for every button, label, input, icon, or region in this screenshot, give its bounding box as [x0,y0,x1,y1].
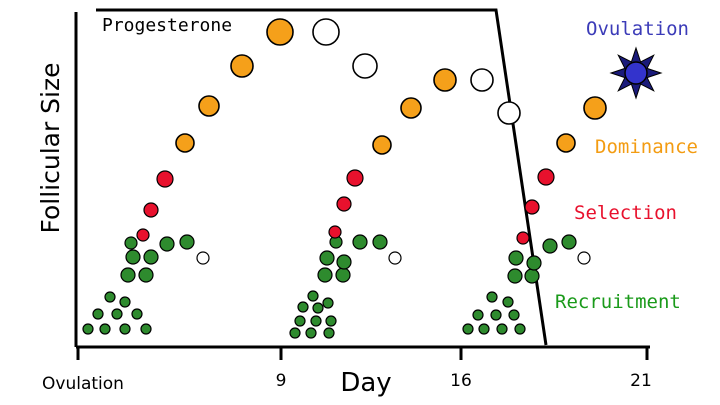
recruited-follicle [120,267,136,283]
recruited-follicle [524,268,540,284]
recruited-follicle [486,291,498,303]
recruited-follicle [138,267,154,283]
dominant-follicle [583,96,607,120]
recruited-follicle [92,308,104,320]
x-tick-label-21: 21 [630,371,652,391]
selected-follicle [328,225,342,239]
recruited-follicle [502,296,514,308]
recruited-follicle [159,236,175,252]
selected-follicle [156,170,174,188]
recruited-follicle [526,255,542,271]
recruited-follicle [352,234,368,250]
recruited-follicle [462,323,474,335]
selected-follicle [346,169,364,187]
recruited-follicle [125,249,141,265]
dominant-follicle [556,133,576,153]
dominant-follicle [198,95,220,117]
recruited-follicle [478,323,490,335]
ovulatory-follicle [624,61,648,85]
follicle-wave-1 [82,18,378,335]
recruited-follicle [325,315,337,327]
x-tick-label-9: 9 [276,371,287,391]
atretic-follicle [352,53,378,79]
dominant-follicle [230,54,254,78]
follicle-wave-3 [462,96,607,335]
recruited-follicle [143,249,159,265]
selected-follicle [143,202,159,218]
selected-follicle [516,231,530,245]
recruited-follicle [305,327,317,339]
stage-label-selection: Selection [574,202,677,224]
recruited-follicle [561,234,577,250]
recruited-follicle [336,254,352,270]
recruited-follicle [99,323,111,335]
recruited-follicle [82,323,94,335]
x-axis-label: Day [340,368,391,398]
recruited-follicle [496,323,508,335]
recruited-follicle [490,309,502,321]
recruited-follicle [312,302,324,314]
recruited-follicle [319,250,335,266]
atretic-follicle [196,251,210,265]
selected-follicle [136,228,150,242]
recruited-follicle [317,267,333,283]
recruited-follicle [323,327,335,339]
recruited-follicle [507,268,523,284]
recruited-follicle [119,296,131,308]
atretic-follicle [497,101,521,125]
recruited-follicle [508,250,524,266]
progesterone-line [96,8,548,346]
recruited-follicle [542,238,558,254]
recruited-follicle [514,323,526,335]
dominant-follicle [400,97,422,119]
recruited-follicle [294,315,306,327]
recruited-follicle [179,234,195,250]
recruited-follicle [335,267,351,283]
x-tick-label-16: 16 [450,371,472,391]
selected-follicle [524,199,540,215]
recruited-follicle [119,323,131,335]
selected-follicle [336,196,352,212]
stage-label-recruitment: Recruitment [555,291,681,313]
atretic-follicle [312,18,340,46]
recruited-follicle [372,234,388,250]
recruited-follicle [307,290,319,302]
dominant-follicle [372,135,392,155]
recruited-follicle [124,236,138,250]
recruited-follicle [111,308,123,320]
progesterone-label: Progesterone [102,15,232,36]
atretic-follicle [577,251,591,265]
dominant-follicle [266,18,294,46]
stage-label-ovulation: Ovulation [586,18,689,40]
x-tick-label-ovulation: Ovulation [42,374,124,394]
follicle-wave-2 [289,68,521,339]
atretic-follicle [470,68,494,92]
recruited-follicle [104,291,116,303]
recruited-follicle [310,315,322,327]
atretic-follicle [388,251,402,265]
recruited-follicle [508,309,520,321]
recruited-follicle [472,309,484,321]
selected-follicle [537,168,555,186]
recruited-follicle [131,308,143,320]
recruited-follicle [289,327,301,339]
recruited-follicle [140,323,152,335]
stage-label-dominance: Dominance [595,136,698,158]
recruited-follicle [322,297,334,309]
y-axis-label: Follicular Size [36,62,65,233]
recruited-follicle [297,301,309,313]
dominant-follicle [433,68,457,92]
ovulation-star-icon [609,46,663,100]
dominant-follicle [175,133,195,153]
